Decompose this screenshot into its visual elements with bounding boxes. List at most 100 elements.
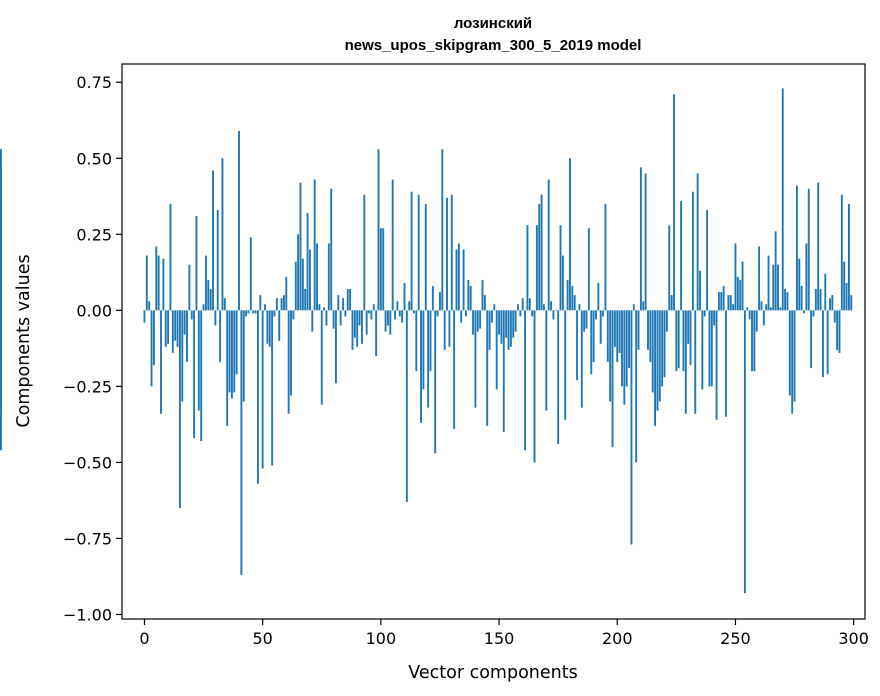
bar-242 bbox=[715, 310, 718, 420]
bar-221 bbox=[665, 310, 668, 332]
bar-154 bbox=[507, 310, 510, 350]
bar-142 bbox=[479, 310, 482, 329]
bar-13 bbox=[174, 310, 177, 341]
bar-235 bbox=[699, 270, 701, 311]
bar-140 bbox=[474, 310, 477, 408]
bar-26 bbox=[204, 255, 207, 311]
bar-5 bbox=[155, 246, 158, 311]
bar-252 bbox=[739, 279, 742, 311]
bar-148 bbox=[493, 304, 496, 311]
bar-66 bbox=[299, 182, 302, 311]
bar-241 bbox=[713, 310, 716, 326]
bar-176 bbox=[559, 225, 562, 311]
bar-231 bbox=[689, 310, 692, 366]
bar-36 bbox=[228, 310, 231, 393]
bar-227 bbox=[680, 200, 683, 311]
bar-178 bbox=[564, 310, 567, 420]
bar-33 bbox=[221, 158, 224, 311]
bar-268 bbox=[777, 264, 779, 311]
bar-44 bbox=[247, 310, 250, 314]
bar-246 bbox=[725, 310, 727, 417]
bar-49 bbox=[259, 295, 262, 311]
bar-138 bbox=[469, 286, 472, 311]
bar-228 bbox=[682, 310, 685, 372]
bar-64 bbox=[294, 261, 297, 311]
x-tick-label-150: 150 bbox=[484, 629, 515, 648]
bar-144 bbox=[483, 295, 486, 311]
bar-293 bbox=[836, 310, 839, 350]
bar-207 bbox=[632, 304, 635, 311]
bar-171 bbox=[547, 179, 550, 311]
bar-195 bbox=[604, 203, 607, 311]
bar-262 bbox=[762, 310, 765, 326]
bar-184 bbox=[578, 304, 581, 311]
bar-113 bbox=[410, 191, 413, 311]
bar-258 bbox=[753, 310, 756, 372]
bar-3 bbox=[150, 310, 153, 387]
bar-6 bbox=[157, 255, 160, 311]
bar-225 bbox=[675, 310, 678, 372]
bar-296 bbox=[843, 261, 846, 311]
bar-24 bbox=[200, 310, 203, 442]
bar-164 bbox=[531, 310, 534, 317]
bar-135 bbox=[462, 249, 465, 311]
bar-20 bbox=[190, 310, 193, 320]
bar-90 bbox=[356, 310, 359, 347]
bar-283 bbox=[812, 310, 815, 317]
bar-298 bbox=[847, 203, 850, 311]
bar-260 bbox=[758, 246, 761, 311]
bar-247 bbox=[727, 295, 730, 311]
bar-277 bbox=[798, 258, 801, 311]
y-tick-label-2: −0.50 bbox=[63, 453, 112, 472]
bar-210 bbox=[639, 167, 642, 311]
bar-31 bbox=[216, 209, 219, 311]
bar-239 bbox=[708, 310, 711, 387]
bar-250 bbox=[734, 243, 737, 311]
bar-249 bbox=[732, 304, 735, 311]
bar-236 bbox=[701, 310, 704, 390]
bar-204 bbox=[625, 310, 628, 387]
y-tick-label-5: 0.25 bbox=[76, 225, 112, 244]
bar-297 bbox=[845, 282, 848, 311]
bar-200 bbox=[616, 310, 619, 363]
bar-118 bbox=[422, 310, 425, 390]
bar-187 bbox=[585, 310, 588, 329]
bar-18 bbox=[186, 310, 188, 363]
bar-89 bbox=[353, 310, 356, 338]
chart-title-line2: news_upos_skipgram_300_5_2019 model bbox=[345, 37, 642, 54]
bar-130 bbox=[450, 194, 453, 311]
bar-290 bbox=[829, 298, 831, 311]
bar-16 bbox=[181, 310, 184, 402]
bar-143 bbox=[481, 279, 484, 311]
bar-105 bbox=[391, 179, 394, 311]
bar-188 bbox=[587, 228, 590, 311]
bar-186 bbox=[583, 310, 586, 332]
bar-261 bbox=[760, 301, 763, 311]
x-axis-ticks: 0 50 100 150 200 250 300 bbox=[139, 619, 869, 648]
bar-undefined bbox=[0, 310, 2, 451]
bar-199 bbox=[613, 310, 616, 347]
bar-131 bbox=[453, 310, 456, 429]
bar-161 bbox=[524, 310, 526, 451]
y-tick-label-4: 0.00 bbox=[76, 301, 112, 320]
bar-193 bbox=[599, 310, 602, 344]
bar-77 bbox=[325, 310, 328, 326]
bar-234 bbox=[696, 173, 699, 311]
bar-206 bbox=[630, 310, 633, 545]
bar-220 bbox=[663, 310, 666, 378]
y-axis-label: Components values bbox=[14, 254, 34, 427]
y-tick-label-7: 0.75 bbox=[76, 73, 112, 92]
bar-97 bbox=[372, 304, 375, 311]
bar-294 bbox=[838, 310, 841, 353]
bar-141 bbox=[476, 310, 479, 332]
bar-289 bbox=[826, 310, 829, 375]
bar-248 bbox=[729, 295, 732, 311]
bar-37 bbox=[230, 310, 233, 399]
bar-62 bbox=[290, 310, 292, 396]
bar-39 bbox=[235, 310, 238, 375]
bar-278 bbox=[800, 286, 803, 311]
bar-79 bbox=[330, 188, 333, 311]
bar-80 bbox=[332, 310, 335, 329]
